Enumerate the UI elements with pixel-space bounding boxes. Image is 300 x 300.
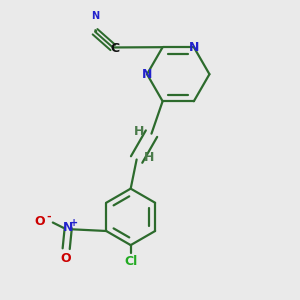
Text: H: H bbox=[144, 151, 154, 164]
Text: +: + bbox=[70, 218, 78, 227]
Text: H: H bbox=[134, 125, 144, 138]
Text: O: O bbox=[61, 252, 71, 265]
Text: N: N bbox=[189, 41, 199, 54]
Text: Cl: Cl bbox=[124, 255, 137, 268]
Text: N: N bbox=[91, 11, 99, 21]
Text: N: N bbox=[63, 221, 74, 234]
Text: -: - bbox=[46, 212, 51, 222]
Text: C: C bbox=[111, 42, 120, 56]
Text: O: O bbox=[34, 215, 45, 228]
Text: N: N bbox=[142, 68, 152, 81]
